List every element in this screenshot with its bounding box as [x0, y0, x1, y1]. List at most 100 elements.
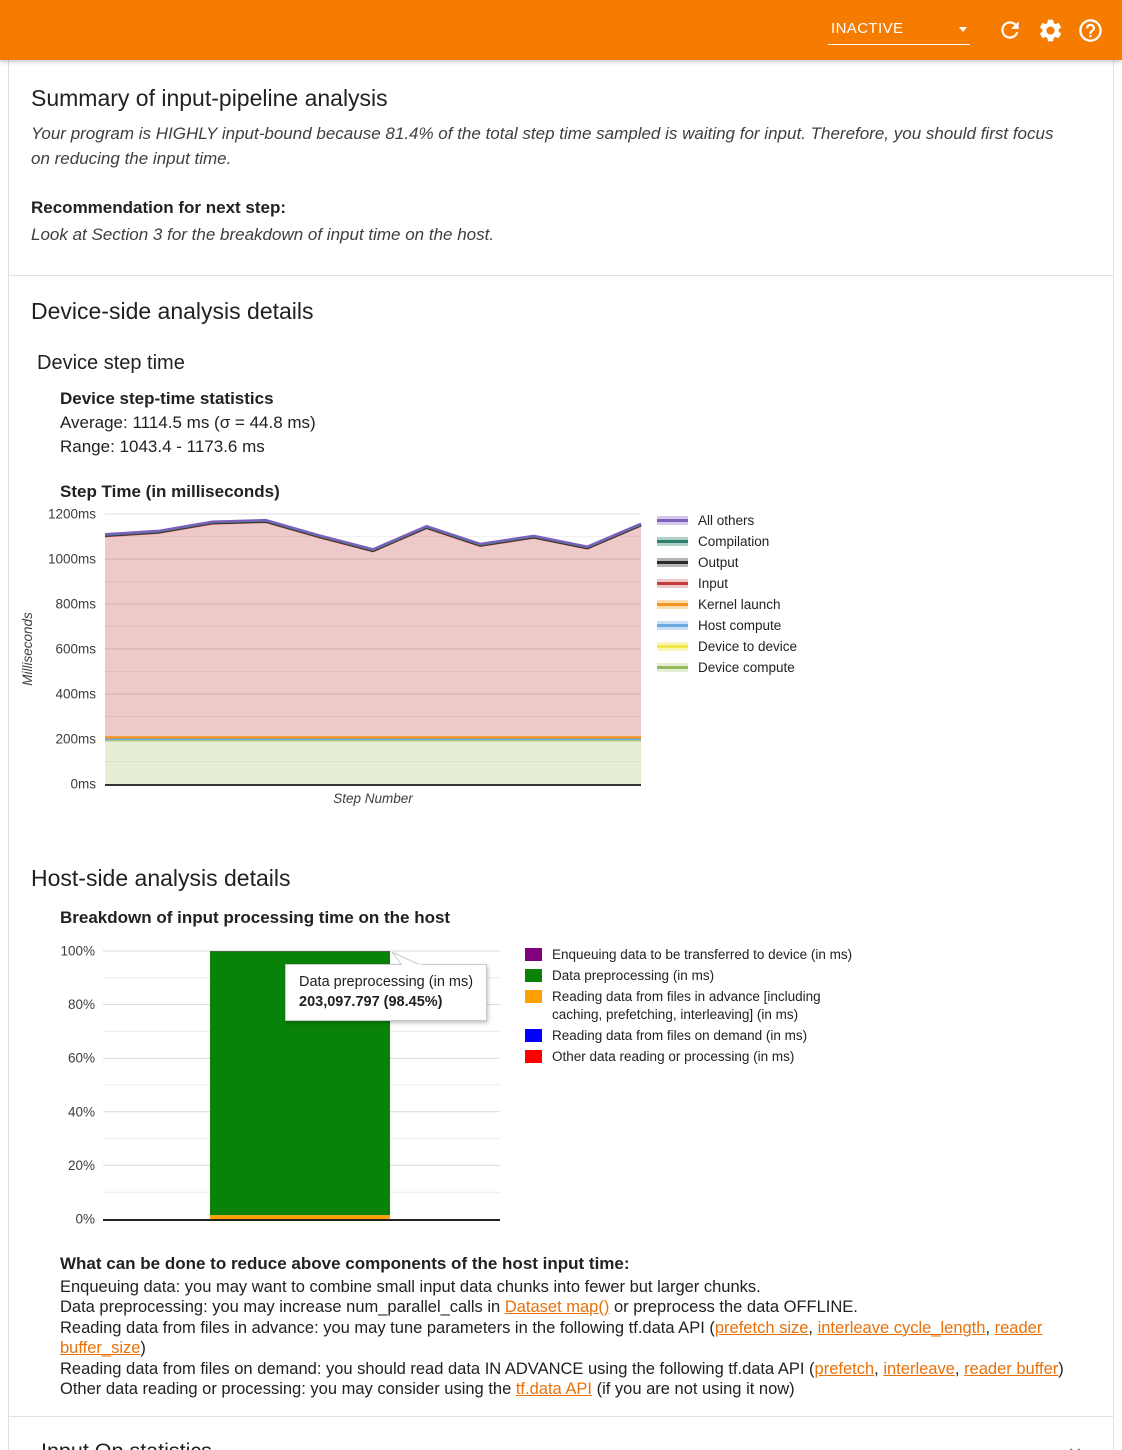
legend-item: Kernel launch: [657, 597, 797, 612]
summary-conclusion: Your program is HIGHLY input-bound becau…: [31, 124, 1054, 168]
advice-text: ,: [985, 1318, 995, 1337]
advice-text: (if you are not using it now): [591, 1380, 795, 1398]
advice-text: ,: [874, 1359, 884, 1378]
dropdown-caret-icon: [959, 26, 967, 32]
svg-text:200ms: 200ms: [55, 732, 96, 747]
device-chart-title: Step Time (in milliseconds): [60, 482, 280, 501]
help-button[interactable]: [1070, 10, 1110, 50]
legend-swatch: [525, 1050, 542, 1064]
legend-label: Compilation: [698, 534, 770, 549]
advice-text: Data preprocessing: you may increase num…: [60, 1298, 505, 1316]
legend-swatch: [657, 600, 688, 609]
svg-text:80%: 80%: [68, 997, 95, 1012]
legend-label: Device compute: [698, 660, 795, 675]
advice-link[interactable]: Dataset map(): [504, 1298, 610, 1316]
advice-text: Reading data from files on demand: you s…: [60, 1359, 815, 1378]
legend-item: Device compute: [657, 660, 797, 675]
legend-label: Host compute: [698, 618, 782, 633]
analysis-section: Device-side analysis details Device step…: [9, 276, 1113, 1416]
host-chart-legend: Enqueuing data to be transferred to devi…: [525, 942, 857, 1069]
legend-item: Input: [657, 576, 797, 591]
advice-heading: What can be done to reduce above compone…: [60, 1254, 630, 1273]
advice-text: ): [1058, 1359, 1064, 1378]
svg-text:1200ms: 1200ms: [48, 507, 96, 522]
legend-item: Other data reading or processing (in ms): [525, 1048, 857, 1065]
tooltip-series-name: Data preprocessing (in ms): [299, 974, 474, 990]
advice-link[interactable]: reader buffer: [964, 1359, 1059, 1378]
svg-text:600ms: 600ms: [55, 642, 96, 657]
legend-item: Output: [657, 555, 797, 570]
run-selector-value: INACTIVE: [831, 19, 904, 37]
svg-text:20%: 20%: [68, 1158, 95, 1173]
legend-label: Other data reading or processing (in ms): [552, 1049, 795, 1065]
host-breakdown-chart[interactable]: 0% 20% 40% 60% 80% 100% Data preprocessing (i…: [57, 942, 507, 1233]
advice-text: Other data reading or processing: you ma…: [60, 1380, 516, 1398]
input-op-title: Input Op statistics: [41, 1439, 212, 1450]
legend-item: Host compute: [657, 618, 797, 633]
advice-line: Enqueuing data: you may want to combine …: [60, 1277, 1088, 1298]
svg-text:Step Number: Step Number: [333, 791, 413, 806]
gear-icon: [1039, 19, 1061, 41]
device-step-time-title: Device step time: [37, 352, 185, 374]
host-chart-title: Breakdown of input processing time on th…: [60, 908, 451, 927]
legend-label: Enqueuing data to be transferred to devi…: [552, 947, 853, 962]
help-icon: [1078, 18, 1102, 42]
recommendation-text: Look at Section 3 for the breakdown of i…: [31, 225, 495, 244]
legend-item: Data preprocessing (in ms): [525, 967, 857, 984]
legend-label: Reading data from files on demand (in ms…: [552, 1027, 808, 1043]
advice-link[interactable]: prefetch size: [714, 1318, 809, 1337]
summary-section: Summary of input-pipeline analysis Your …: [9, 60, 1113, 275]
content-card: Summary of input-pipeline analysis Your …: [8, 60, 1114, 1450]
recommendation-label: Recommendation for next step:: [31, 198, 287, 217]
host-advice: What can be done to reduce above compone…: [60, 1254, 1088, 1400]
section-divider-bottom: [9, 1415, 1113, 1417]
run-selector[interactable]: INACTIVE: [828, 16, 970, 45]
legend-item: Reading data from files in advance [incl…: [525, 988, 857, 1022]
legend-swatch: [657, 621, 688, 630]
legend-swatch: [657, 642, 688, 651]
advice-line: Other data reading or processing: you ma…: [60, 1379, 1088, 1400]
host-chart-block: Breakdown of input processing time on th…: [60, 908, 1113, 1233]
settings-button[interactable]: [1030, 10, 1070, 50]
host-analysis-title: Host-side analysis details: [31, 865, 291, 891]
legend-swatch: [657, 579, 688, 588]
device-step-stats: Device step-time statistics Average: 111…: [60, 387, 1113, 459]
device-analysis-title: Device-side analysis details: [31, 298, 314, 324]
advice-link[interactable]: tf.data API: [515, 1380, 592, 1398]
legend-swatch: [657, 537, 688, 546]
svg-text:0%: 0%: [75, 1212, 95, 1227]
chevron-down-icon[interactable]: [1065, 1441, 1085, 1450]
legend-swatch: [525, 990, 542, 1004]
svg-text:0ms: 0ms: [70, 777, 96, 792]
legend-swatch: [525, 969, 542, 983]
legend-label: All others: [698, 513, 755, 528]
advice-link[interactable]: interleave: [883, 1359, 955, 1378]
device-step-chart[interactable]: 0ms 200ms 400ms 600ms 800ms 1000ms 1200ms Milli…: [19, 504, 651, 811]
input-op-statistics-panel[interactable]: Input Op statistics: [9, 1417, 1113, 1450]
advice-text: or preprocess the data OFFLINE.: [609, 1298, 858, 1316]
legend-label: Input: [698, 576, 729, 591]
advice-text: ,: [808, 1318, 818, 1337]
advice-link[interactable]: interleave cycle_length: [817, 1318, 986, 1337]
stats-average: Average: 1114.5 ms (σ = 44.8 ms): [60, 413, 316, 432]
legend-label: Data preprocessing (in ms): [552, 968, 715, 984]
refresh-icon: [1001, 21, 1019, 39]
host-chart-row: 0% 20% 40% 60% 80% 100% Data preprocessing (i…: [57, 942, 1113, 1233]
svg-text:40%: 40%: [68, 1104, 95, 1119]
section-divider: [9, 275, 1113, 276]
legend-item: All others: [657, 513, 797, 528]
tooltip-pointer: [391, 951, 422, 966]
svg-text:1000ms: 1000ms: [48, 552, 96, 567]
svg-text:60%: 60%: [68, 1051, 95, 1066]
advice-lines: Enqueuing data: you may want to combine …: [60, 1277, 1088, 1400]
legend-swatch: [657, 663, 688, 672]
advice-link[interactable]: prefetch: [814, 1359, 875, 1378]
legend-swatch: [525, 948, 542, 961]
refresh-button[interactable]: [990, 10, 1030, 50]
svg-text:100%: 100%: [60, 944, 95, 959]
legend-item: Enqueuing data to be transferred to devi…: [525, 946, 857, 963]
legend-label: Output: [698, 555, 739, 570]
advice-link[interactable]: reader buffer_size: [60, 1318, 1043, 1358]
app-toolbar: INACTIVE: [0, 0, 1122, 60]
advice-text: ): [140, 1339, 146, 1357]
